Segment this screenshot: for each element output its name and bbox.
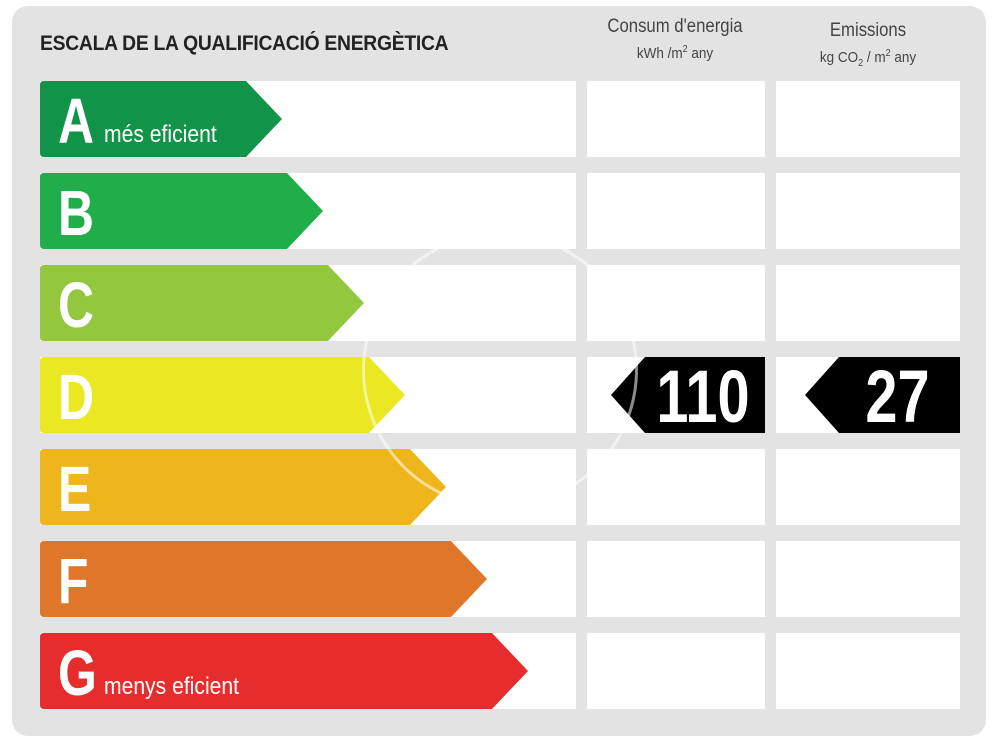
band-f: F	[40, 541, 487, 617]
consumption-value-tag-polygon	[611, 357, 765, 433]
band-arrow-shape-c	[40, 265, 364, 341]
band-arrow-c	[40, 265, 364, 341]
consumption-cell-g	[587, 633, 765, 709]
consumption-unit: kWh /m2 any	[636, 44, 714, 62]
band-e: E	[40, 449, 446, 525]
band-arrow-shape-d	[40, 357, 405, 433]
band-letter-b: B	[58, 177, 95, 249]
band-arrow-shape-a	[40, 81, 282, 157]
consumption-cell-a	[587, 81, 765, 157]
band-arrow-f	[40, 541, 487, 617]
emissions-value-tag: 27	[805, 355, 960, 438]
consumption-value-tag-text: 110	[656, 355, 750, 438]
band-description-g: menys eficient	[104, 673, 239, 700]
consumption-label: Consum d'energia	[607, 16, 743, 37]
band-letter-f: F	[58, 545, 89, 617]
band-arrow-shape-b	[40, 173, 323, 249]
band-arrow-a	[40, 81, 282, 157]
consumption-value-tag: 110	[611, 355, 765, 438]
band-b: B	[40, 173, 323, 249]
emissions-value-tag-polygon	[805, 357, 960, 433]
consumption-cell-b	[587, 173, 765, 249]
band-letter-d: D	[58, 361, 95, 433]
consumption-cell-f	[587, 541, 765, 617]
consumption-header: Consum d'energia kWh /m2 any	[586, 16, 764, 62]
emissions-cell-f	[776, 541, 960, 617]
consumption-cell-e	[587, 449, 765, 525]
emissions-cell-g	[776, 633, 960, 709]
band-arrow-d	[40, 357, 405, 433]
consumption-cell-c	[587, 265, 765, 341]
emissions-header: Emissions kg CO2 / m2 any	[776, 20, 960, 69]
band-arrow-shape-f	[40, 541, 487, 617]
band-letter-a: A	[58, 85, 95, 157]
band-arrow-shape-e	[40, 449, 446, 525]
emissions-cell-c	[776, 265, 960, 341]
consumption-value-tag-shape	[611, 357, 765, 433]
band-arrow-e	[40, 449, 446, 525]
band-description-a: més eficient	[104, 121, 217, 148]
scale-title: ESCALA DE LA QUALIFICACIÓ ENERGÈTICA	[40, 32, 449, 55]
band-arrow-b	[40, 173, 323, 249]
emissions-cell-a	[776, 81, 960, 157]
band-letter-e: E	[58, 453, 92, 525]
band-letter-c: C	[58, 269, 95, 341]
band-d: D	[40, 357, 405, 433]
emissions-value-tag-shape	[805, 357, 960, 433]
band-arrow-shape-g	[40, 633, 528, 709]
emissions-label: Emissions	[829, 20, 907, 41]
emissions-cell-b	[776, 173, 960, 249]
band-letter-g: G	[58, 637, 97, 709]
emissions-value-tag-text: 27	[865, 355, 930, 438]
band-arrow-g	[40, 633, 528, 709]
emissions-unit: kg CO2 / m2 any	[819, 48, 917, 69]
emissions-cell-e	[776, 449, 960, 525]
band-c: C	[40, 265, 364, 341]
